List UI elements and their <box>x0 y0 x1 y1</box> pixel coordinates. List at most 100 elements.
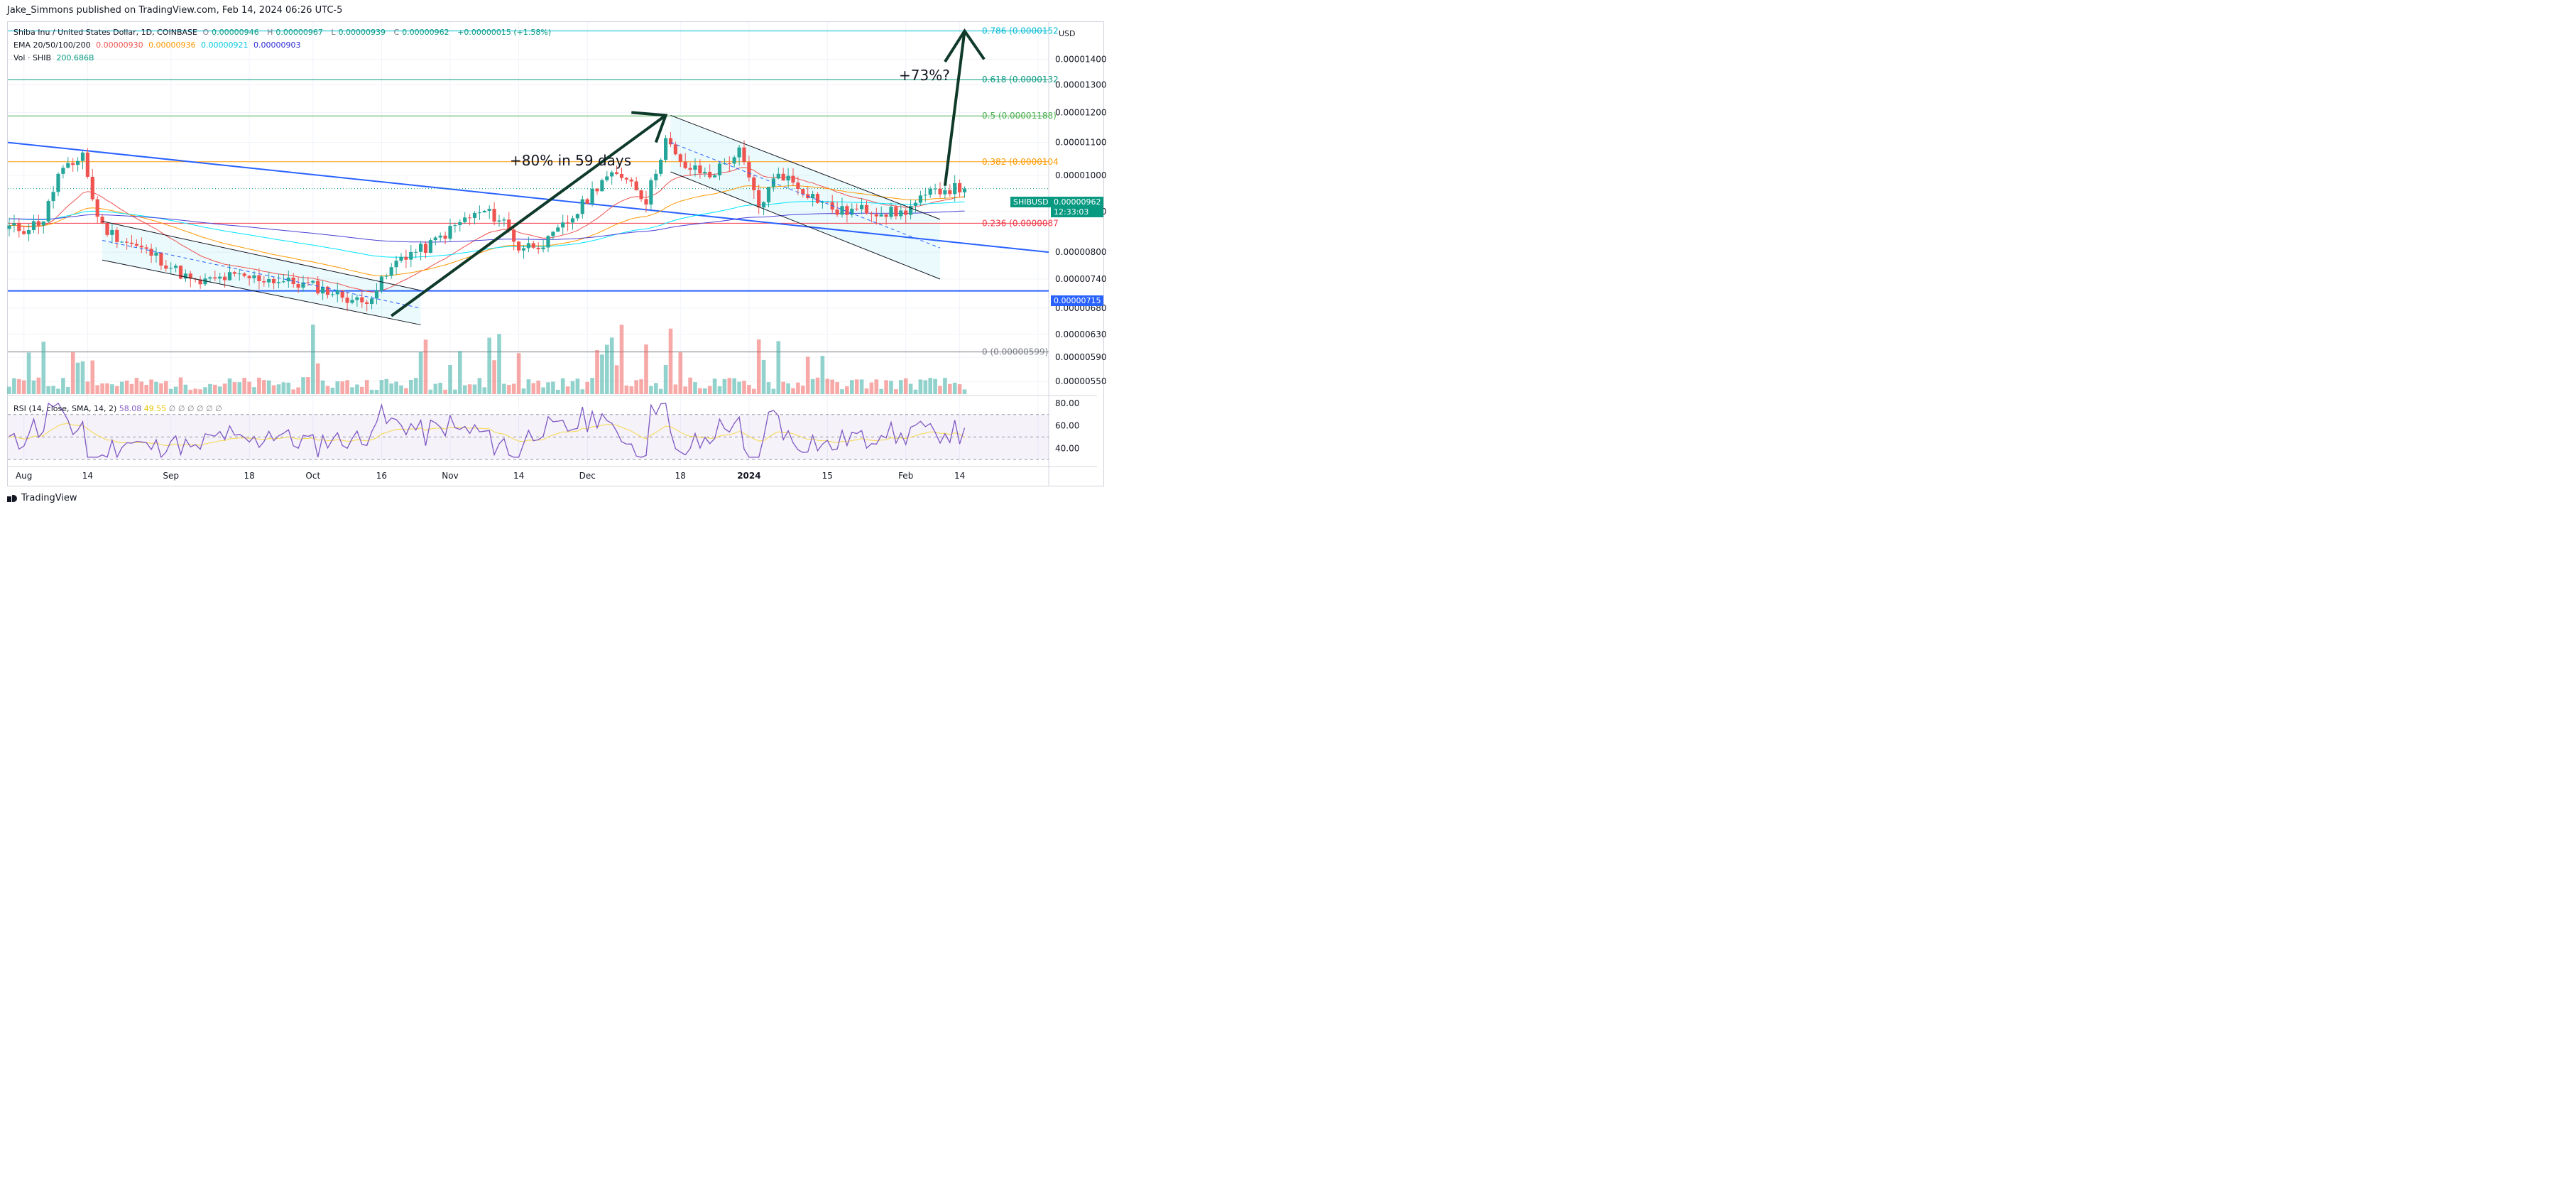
volume-bar <box>810 378 815 394</box>
volume-bar <box>908 383 913 394</box>
volume-bar <box>605 344 609 394</box>
candle-body <box>815 194 820 203</box>
candle-body <box>27 230 31 234</box>
candle-body <box>105 223 109 235</box>
candle-body <box>727 163 731 165</box>
time-tick-label: Feb <box>898 471 913 481</box>
volume-bar <box>164 381 168 394</box>
volume-bar <box>413 378 418 394</box>
volume-bar <box>864 388 869 394</box>
time-tick-label: Nov <box>442 471 458 481</box>
candle-body <box>41 221 45 226</box>
candle-body <box>374 290 379 299</box>
time-tick-label: Oct <box>305 471 320 481</box>
fib-level-label: 0.786 (0.0000152 <box>982 26 1059 36</box>
currency-label[interactable]: USD <box>1059 29 1076 38</box>
candle-body <box>835 209 839 215</box>
candle-body <box>125 241 129 243</box>
volume-bar <box>688 377 692 394</box>
candle-body <box>409 251 413 260</box>
volume-bar <box>521 388 526 394</box>
fibonacci-levels: 0.786 (0.0000152 0.618 (0.0000132 0.5 (0.0… <box>7 26 1059 357</box>
volume-bar <box>546 382 550 394</box>
footer-brand[interactable]: TradingView <box>21 493 77 503</box>
candle-body <box>507 219 511 230</box>
candle-body <box>605 176 609 180</box>
chart-frame <box>7 21 1104 486</box>
candle-body <box>80 152 85 161</box>
support-price-tag: 0.00000715 <box>1051 295 1103 306</box>
volume-bar <box>854 379 859 394</box>
candle-body <box>404 256 408 260</box>
candle-body <box>56 173 60 192</box>
candle-body <box>546 236 550 248</box>
volume-bar <box>85 381 90 394</box>
candle-body <box>644 199 648 205</box>
legend-title: Shiba Inu / United States Dollar, 1D, CO… <box>13 28 197 37</box>
volume-bar <box>41 342 46 394</box>
candle-body <box>365 302 369 305</box>
volume-bar <box>217 386 222 394</box>
volume-bar <box>418 352 423 394</box>
candle-body <box>399 256 403 261</box>
volume-bar <box>712 378 717 394</box>
ema-label: EMA 20/50/100/200 <box>13 40 91 50</box>
candle-body <box>894 207 898 217</box>
volume-bar <box>350 387 354 394</box>
candle-body <box>468 217 472 219</box>
channel-fill-2 <box>670 115 940 279</box>
volume-bar <box>183 384 188 394</box>
ema20-value: 0.00000930 <box>96 40 143 50</box>
volume-bar <box>276 384 281 394</box>
legend-close: C 0.00000962 <box>393 28 449 37</box>
volume-bar <box>952 382 957 394</box>
volume-bar <box>845 386 849 394</box>
candle-body <box>321 286 325 294</box>
candle-body <box>428 240 432 254</box>
arrow-1-head <box>631 111 668 143</box>
candle-body <box>610 172 614 177</box>
volume-bar <box>119 381 124 394</box>
candle-body <box>619 173 624 178</box>
candle-body <box>698 165 702 174</box>
candle-body <box>110 229 114 235</box>
volume-bar <box>923 380 928 394</box>
volume-bar <box>830 379 834 394</box>
chart-canvas[interactable]: 0.786 (0.0000152 0.618 (0.0000132 0.5 (0.0… <box>0 0 1112 506</box>
volume-bar <box>51 386 55 394</box>
candle-body <box>713 175 717 178</box>
price-tick-label: 0.00001000 <box>1055 170 1107 180</box>
candle-body <box>262 280 266 283</box>
candle-body <box>330 294 334 295</box>
volume-bar <box>453 389 457 394</box>
candle-body <box>325 286 330 295</box>
rsi-label: RSI (14, close, SMA, 14, 2) <box>13 404 117 413</box>
volume-bar <box>580 389 585 394</box>
candle-body <box>463 217 467 222</box>
drawings: +80% in 59 days +73%? <box>102 28 986 325</box>
candle-body <box>502 219 506 221</box>
ema200-value: 0.00000903 <box>253 40 301 50</box>
volume-bar <box>516 353 521 394</box>
time-tick-label: 14 <box>82 471 93 481</box>
candle-body <box>864 205 869 214</box>
volume-bar <box>335 381 340 394</box>
candle-body <box>247 276 251 278</box>
volume-bar <box>634 380 638 394</box>
candle-body <box>223 276 227 280</box>
candle-body <box>879 214 883 217</box>
annotation-73pct: +73%? <box>899 67 950 84</box>
volume-bar <box>913 389 918 394</box>
volume-bar <box>154 381 158 394</box>
volume-bar <box>570 381 575 394</box>
ema-100-line <box>9 200 965 258</box>
volume-bar <box>12 378 16 394</box>
volume-bar <box>301 377 305 394</box>
candle-body <box>46 201 50 222</box>
candle-body <box>139 245 143 248</box>
rsi-tick-label: 80.00 <box>1055 398 1079 408</box>
candle-body <box>526 243 530 249</box>
arrow-1-shaft <box>391 114 667 317</box>
candle-body <box>752 177 756 190</box>
footer: TradingView <box>7 493 77 503</box>
